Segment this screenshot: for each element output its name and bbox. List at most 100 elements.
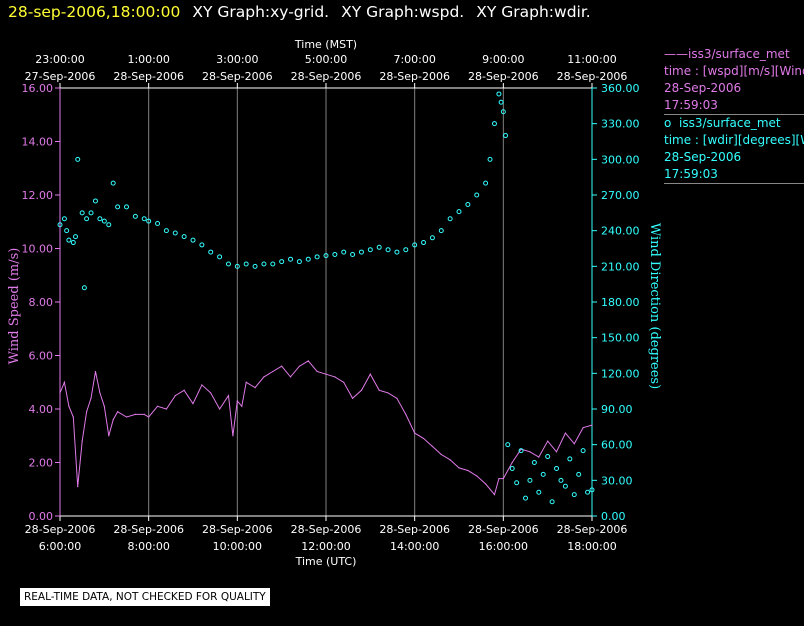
label-layer: 28-Sep-2006 6:00:00 28-Sep-2006 8:00:00 28-S… xyxy=(7,38,662,568)
legend: ——iss3/surface_met time : [wspd][m/s][Wi… xyxy=(664,46,804,184)
wdir-point xyxy=(385,247,391,253)
wdir-point xyxy=(571,492,577,498)
wspd-point xyxy=(165,408,167,410)
y-right-tick-label: 150.00 xyxy=(601,332,640,345)
wdir-point xyxy=(465,202,471,208)
wspd-point xyxy=(511,461,513,464)
wspd-point xyxy=(254,387,256,389)
wdir-point xyxy=(576,471,582,477)
x-bottom-tick-date: 28-Sep-2006 xyxy=(25,523,96,536)
legend-wspd-time: 17:59:03 xyxy=(664,98,718,112)
wdir-point xyxy=(305,256,311,262)
legend-divider xyxy=(664,114,804,115)
wspd-point xyxy=(236,400,238,402)
wdir-point xyxy=(88,210,94,216)
wspd-point xyxy=(108,435,110,437)
wspd-point xyxy=(564,432,567,434)
wdir-point xyxy=(523,495,528,501)
y-left-tick-label: 0.00 xyxy=(29,510,54,523)
wspd-point xyxy=(201,384,203,386)
axis-layer xyxy=(55,83,597,521)
wspd-point xyxy=(134,413,136,415)
wdir-point xyxy=(234,263,240,269)
y-right-axis-title: Wind Direction (degrees) xyxy=(647,223,662,389)
wdir-point xyxy=(558,477,564,483)
wdir-point xyxy=(124,204,129,210)
wspd-point xyxy=(117,411,119,413)
x-top-tick-date: 28-Sep-2006 xyxy=(379,70,450,83)
wdir-point xyxy=(61,216,67,222)
wdir-point xyxy=(79,210,85,216)
wdir-point xyxy=(505,442,511,448)
wdir-point xyxy=(483,180,489,186)
wdir-point xyxy=(350,251,356,257)
wspd-point xyxy=(573,443,575,445)
wspd-point xyxy=(405,413,407,415)
wdir-point xyxy=(496,91,502,97)
legend-wdir-date: 28-Sep-2006 xyxy=(664,150,742,164)
wdir-point xyxy=(585,489,591,495)
wspd-point xyxy=(387,392,389,394)
wspd-point xyxy=(467,469,469,472)
y-left-tick-label: 16.00 xyxy=(22,82,54,95)
wspd-point xyxy=(68,405,70,407)
wspd-point xyxy=(174,395,176,397)
wdir-point xyxy=(429,235,435,241)
quality-disclaimer: REAL-TIME DATA, NOT CHECKED FOR QUALITY xyxy=(20,588,270,606)
wspd-point xyxy=(143,413,145,415)
wspd-point xyxy=(458,467,460,469)
wdir-point xyxy=(474,192,480,198)
wspd-point xyxy=(103,405,105,407)
x-bottom-tick-date: 28-Sep-2006 xyxy=(379,523,450,536)
wspd-point xyxy=(219,408,221,410)
wspd-point xyxy=(232,435,234,437)
wdir-point xyxy=(518,448,524,454)
x-bottom-tick-time: 6:00:00 xyxy=(39,540,81,553)
wdir-point xyxy=(562,483,568,489)
wdir-point xyxy=(531,460,537,465)
wspd-point xyxy=(298,365,300,367)
wdir-point xyxy=(367,247,373,253)
graph-name-xy-grid: XY Graph:xy-grid. xyxy=(192,3,330,21)
wspd-point xyxy=(360,389,363,391)
wdir-point xyxy=(75,156,81,162)
wdir-point xyxy=(73,234,79,240)
wdir-point xyxy=(141,216,147,222)
legend-wdir-source: iss3/surface_met xyxy=(678,116,781,130)
legend-divider xyxy=(664,183,804,184)
wdir-point xyxy=(549,499,555,505)
wdir-point xyxy=(172,230,178,236)
wspd-point xyxy=(289,376,292,378)
wspd-point xyxy=(156,405,159,407)
wdir-point xyxy=(84,216,90,222)
x-top-axis-title: Time (MST) xyxy=(294,38,357,51)
wdir-point xyxy=(509,465,515,471)
wspd-point xyxy=(90,397,92,399)
wdir-point xyxy=(500,109,506,115)
wdir-point xyxy=(567,456,573,462)
wdir-point xyxy=(208,249,214,255)
y-right-tick-label: 360.00 xyxy=(601,82,640,95)
wdir-point xyxy=(270,261,276,267)
x-top-tick-time: 1:00:00 xyxy=(127,53,169,66)
wdir-point xyxy=(106,222,112,228)
wdir-point xyxy=(456,209,462,215)
wspd-point xyxy=(316,370,318,373)
wspd-point xyxy=(449,459,451,461)
x-bottom-tick-time: 18:00:00 xyxy=(567,540,616,553)
wdir-point xyxy=(536,489,542,495)
y-right-tick-label: 180.00 xyxy=(601,296,640,309)
x-top-tick-date: 27-Sep-2006 xyxy=(25,70,96,83)
wdir-point xyxy=(341,249,347,255)
wdir-point xyxy=(323,253,329,259)
wspd-point xyxy=(272,370,274,373)
y-right-tick-label: 0.00 xyxy=(601,510,626,523)
chart-timestamp: 28-sep-2006,18:00:00 xyxy=(8,3,181,21)
wdir-point xyxy=(66,237,72,243)
wdir-point xyxy=(225,261,231,267)
wdir-point xyxy=(279,259,285,265)
y-left-tick-label: 10.00 xyxy=(22,243,54,256)
y-right-tick-label: 330.00 xyxy=(601,118,640,131)
grid-layer xyxy=(148,88,504,516)
